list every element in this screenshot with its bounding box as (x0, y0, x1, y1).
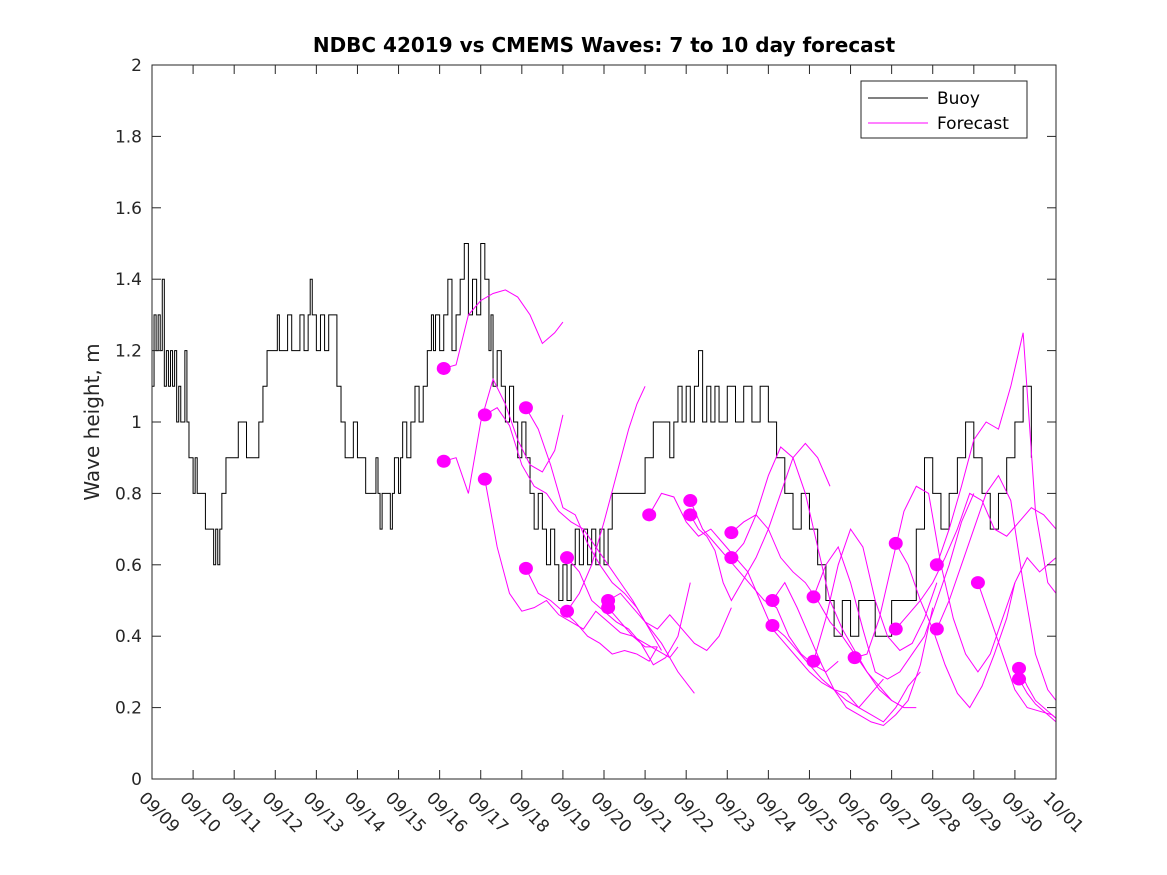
forecast-series-line (1018, 668, 1057, 719)
forecast-start-marker (724, 551, 739, 565)
legend-label-buoy: Buoy (937, 89, 980, 109)
forecast-start-marker (560, 604, 575, 618)
forecast-series-line (1018, 678, 1057, 723)
y-axis-label: Wave height, m (80, 343, 104, 500)
forecast-series-line (813, 528, 938, 662)
y-axis: 0 0.2 0.4 0.6 0.8 1 1.2 1.4 1.6 1.8 2 (115, 56, 1056, 790)
y-tick-label: 1.6 (115, 199, 142, 219)
forecast-series-line (936, 474, 1057, 701)
forecast-start-marker (518, 561, 533, 575)
y-tick-label: 0 (131, 770, 142, 790)
forecast-start-marker (806, 590, 821, 604)
forecast-start-marker (765, 594, 780, 607)
forecast-start-marker (847, 651, 862, 665)
legend-label-forecast: Forecast (937, 114, 1009, 134)
forecast-series-line (854, 485, 1057, 673)
forecast-start-marker (560, 551, 575, 565)
y-tick-label: 0.4 (115, 627, 142, 647)
forecast-series-line (566, 386, 646, 612)
forecast-series-line (607, 607, 679, 659)
forecast-start-marker (888, 622, 903, 636)
forecast-start-marker (436, 454, 451, 468)
y-tick-label: 1.4 (115, 270, 142, 290)
y-tick-label: 1 (131, 413, 142, 433)
forecast-series-line (772, 625, 921, 723)
forecast-start-marker (683, 508, 698, 522)
forecast-start-marker (929, 622, 944, 636)
forecast-start-marker (683, 494, 698, 508)
forecast-series-line (648, 492, 884, 709)
forecast-series-line (731, 514, 917, 709)
forecast-start-marker (806, 654, 821, 668)
chart-title: NDBC 42019 vs CMEMS Waves: 7 to 10 day f… (313, 33, 896, 57)
forecast-series-line (484, 479, 658, 648)
forecast-start-marker (436, 361, 451, 375)
forecast-series-line (525, 407, 662, 651)
forecast-start-marker (888, 536, 903, 550)
plot-area (152, 65, 1056, 779)
forecast-series-line (689, 442, 831, 602)
forecast-series-line (895, 492, 1057, 630)
forecast-start-marker (929, 558, 944, 572)
series-layer (152, 243, 1057, 727)
y-tick-label: 0.6 (115, 556, 142, 576)
forecast-start-marker (765, 618, 780, 632)
y-tick-label: 1.8 (115, 127, 142, 147)
forecast-series-line (525, 568, 658, 662)
forecast-series-line (607, 592, 732, 652)
forecast-series-line (484, 407, 695, 694)
forecast-start-marker (518, 401, 533, 415)
forecast-series-line (813, 493, 975, 680)
forecast-series-line (731, 446, 892, 701)
forecast-series-line (443, 377, 564, 494)
forecast-start-marker (642, 508, 657, 522)
forecast-series-line (977, 582, 1057, 719)
forecast-start-marker (970, 576, 985, 590)
forecast-start-marker (477, 472, 492, 486)
marker-layer (436, 361, 1027, 686)
forecast-start-marker (477, 408, 492, 422)
y-tick-label: 0.2 (115, 699, 142, 719)
forecast-series-line (443, 289, 564, 369)
legend-box (860, 80, 1028, 139)
forecast-series-line (936, 332, 1057, 594)
forecast-start-marker (724, 526, 739, 540)
forecast-series-line (566, 557, 691, 666)
y-tick-label: 2 (131, 56, 142, 76)
y-tick-label: 0.8 (115, 484, 142, 504)
y-tick-label: 1.2 (115, 342, 142, 362)
forecast-start-marker (1012, 661, 1027, 675)
forecast-start-marker (601, 601, 616, 615)
legend: Buoy Forecast (860, 80, 1028, 139)
forecast-start-marker (1012, 672, 1027, 686)
forecast-series-line (772, 581, 934, 727)
